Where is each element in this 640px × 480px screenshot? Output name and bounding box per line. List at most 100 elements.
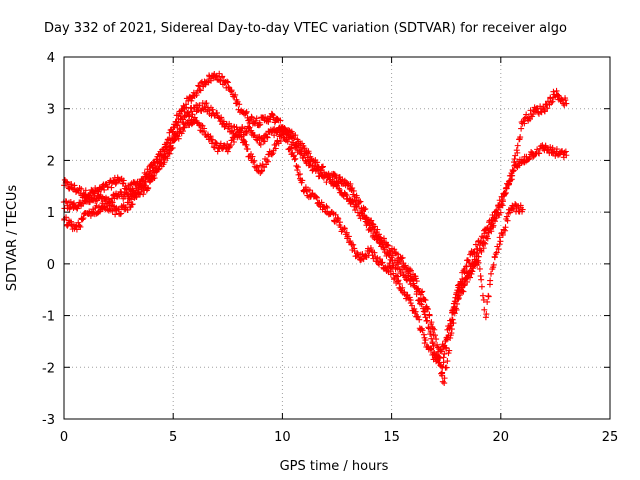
data-point xyxy=(385,251,392,258)
data-point xyxy=(429,350,436,357)
data-point xyxy=(259,167,266,174)
y-tick-label: -2 xyxy=(42,361,55,376)
data-point xyxy=(220,118,227,125)
data-point xyxy=(437,362,444,369)
data-point xyxy=(426,312,433,319)
data-point xyxy=(368,217,375,224)
data-point xyxy=(372,230,379,237)
data-point xyxy=(257,141,264,148)
data-point xyxy=(514,142,521,149)
data-point xyxy=(169,144,176,151)
data-point xyxy=(380,243,387,250)
data-point xyxy=(228,122,235,129)
data-point xyxy=(111,195,118,202)
data-point xyxy=(444,358,451,365)
data-point xyxy=(402,268,409,275)
data-point xyxy=(466,259,473,266)
x-axis-label: GPS time / hours xyxy=(280,459,389,474)
data-point xyxy=(331,171,338,178)
data-point xyxy=(263,133,270,140)
data-point xyxy=(394,259,401,266)
data-point xyxy=(246,124,253,131)
y-tick-label: 3 xyxy=(47,103,55,118)
data-point xyxy=(171,137,178,144)
data-point xyxy=(225,84,232,91)
data-point xyxy=(264,158,271,165)
data-point xyxy=(399,254,406,261)
data-point xyxy=(335,185,342,192)
data-point xyxy=(188,97,195,104)
data-point xyxy=(464,274,471,281)
data-point xyxy=(305,150,312,157)
data-point xyxy=(449,316,456,323)
data-point xyxy=(504,217,511,224)
data-point xyxy=(257,121,264,128)
data-point xyxy=(204,78,211,85)
data-point xyxy=(120,177,127,184)
data-point xyxy=(449,309,456,316)
data-point xyxy=(470,248,477,255)
data-point xyxy=(341,225,348,232)
data-point xyxy=(175,135,182,142)
data-point xyxy=(419,327,426,334)
data-point xyxy=(438,348,445,355)
data-point xyxy=(396,280,403,287)
data-point xyxy=(82,193,89,200)
data-point xyxy=(563,152,570,159)
data-point xyxy=(549,98,556,105)
data-point xyxy=(488,270,495,277)
data-point xyxy=(443,364,450,371)
data-point xyxy=(493,249,500,256)
data-point xyxy=(274,116,281,123)
data-point xyxy=(273,129,280,136)
data-point xyxy=(481,239,488,246)
data-point xyxy=(350,198,357,205)
data-point xyxy=(413,284,420,291)
data-point xyxy=(441,375,448,382)
data-point xyxy=(209,106,216,113)
data-point xyxy=(253,115,260,122)
data-point xyxy=(399,266,406,273)
data-point xyxy=(398,255,405,262)
data-point xyxy=(168,145,175,152)
data-point xyxy=(388,254,395,261)
data-point xyxy=(264,134,271,141)
data-point xyxy=(145,184,152,191)
data-point xyxy=(324,204,331,211)
data-point xyxy=(216,70,223,77)
data-point xyxy=(455,290,462,297)
data-point xyxy=(420,305,427,312)
data-point xyxy=(290,152,297,159)
data-point xyxy=(497,209,504,216)
data-point xyxy=(257,162,264,169)
data-point xyxy=(118,210,125,217)
data-point xyxy=(99,182,106,189)
data-point xyxy=(347,238,354,245)
y-tick-label: 1 xyxy=(47,206,55,221)
data-point xyxy=(483,311,490,318)
data-point xyxy=(251,157,258,164)
data-point xyxy=(499,198,506,205)
data-point xyxy=(415,313,422,320)
data-point xyxy=(428,319,435,326)
data-point xyxy=(395,277,402,284)
data-point xyxy=(156,156,163,163)
data-point xyxy=(314,159,321,166)
data-point xyxy=(183,104,190,111)
data-point xyxy=(80,215,87,222)
data-point xyxy=(108,184,115,191)
data-point xyxy=(422,337,429,344)
data-point xyxy=(336,219,343,226)
data-point xyxy=(487,277,494,284)
data-point xyxy=(478,248,485,255)
data-point xyxy=(432,332,439,339)
data-point xyxy=(209,136,216,143)
y-tick-label: -3 xyxy=(42,413,55,428)
data-point xyxy=(313,194,320,201)
data-point xyxy=(369,224,376,231)
data-point xyxy=(496,234,503,241)
data-point xyxy=(357,198,364,205)
data-point xyxy=(442,338,449,345)
data-point xyxy=(227,142,234,149)
data-point xyxy=(475,259,482,266)
